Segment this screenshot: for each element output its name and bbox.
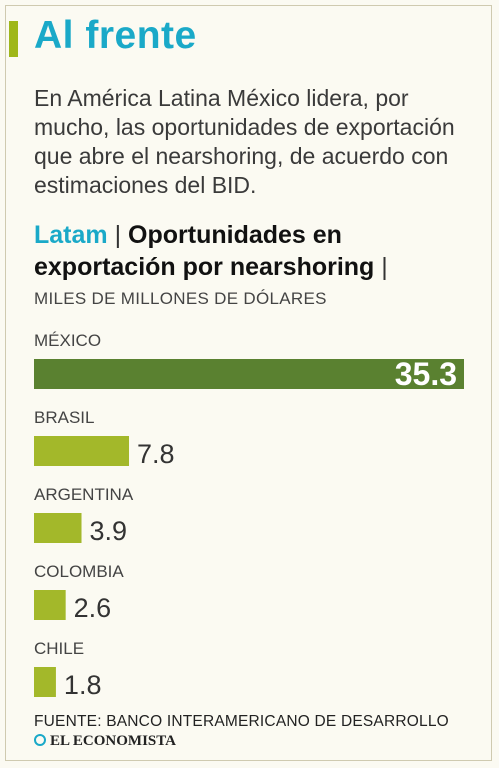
chart-units-label: MILES DE MILLONES DE DÓLARES <box>34 289 327 308</box>
intro-text: En América Latina México lidera, por muc… <box>34 85 455 198</box>
source-note: FUENTE: BANCO INTERAMERICANO DE DESARROL… <box>34 713 449 730</box>
brand-logo: EL ECONOMISTA <box>34 733 176 750</box>
title-accent-bar <box>9 21 18 57</box>
chart-title-separator: | <box>114 221 122 249</box>
chart-title-prefix: Latam <box>34 221 108 249</box>
chart-title-main: Oportunidades en exportación por nearsho… <box>34 221 375 281</box>
page-title: Al frente <box>34 14 197 57</box>
brand-logo-icon <box>34 734 46 746</box>
chart-title-trailing-separator: | <box>381 253 388 281</box>
chart-title: Latam | Oportunidades en exportación por… <box>34 219 484 283</box>
brand-name: EL ECONOMISTA <box>50 733 176 749</box>
